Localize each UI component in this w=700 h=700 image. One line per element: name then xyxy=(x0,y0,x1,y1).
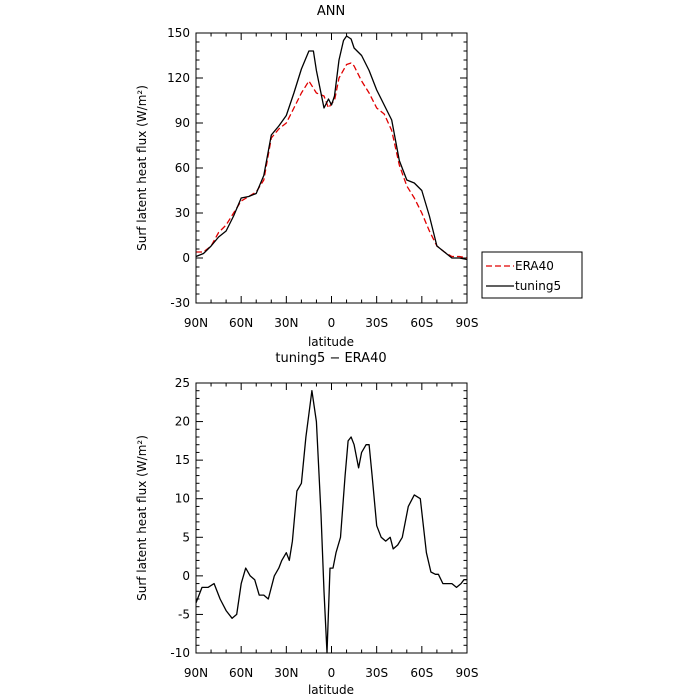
bottom-chart-plot-frame xyxy=(195,382,468,654)
top-x-tick-label: 90S xyxy=(456,316,479,330)
bottom-y-tick-label: -5 xyxy=(178,607,190,621)
top-x-tick-label: 90N xyxy=(184,316,208,330)
bottom-series-difference-line xyxy=(195,390,467,654)
top-x-tick-label: 30S xyxy=(365,316,388,330)
bottom-y-tick-label: 25 xyxy=(175,376,190,390)
top-y-tick-label: 120 xyxy=(167,71,190,85)
top-series-tuning5-line xyxy=(195,35,468,261)
bottom-chart-panel: tuning5 − ERA40 Surf latent heat flux (W… xyxy=(135,351,478,697)
top-x-tick-label: 60S xyxy=(410,316,433,330)
bottom-x-tick-label: 60S xyxy=(410,666,433,680)
legend-box xyxy=(481,251,583,299)
bottom-chart-title: tuning5 − ERA40 xyxy=(275,351,386,366)
bottom-x-tick-label: 30S xyxy=(365,666,388,680)
top-chart-plot-frame xyxy=(195,32,468,304)
top-chart-ticks: -30 0 30 60 90 120 150 90N 60N 30N 0 30S 60S 90S xyxy=(167,26,478,330)
bottom-y-tick-label: -10 xyxy=(170,646,190,660)
top-chart-y-axis-label: Surf latent heat flux (W/m²) xyxy=(135,85,149,251)
legend: ERA40 tuning5 xyxy=(481,251,583,299)
bottom-x-tick-label: 90N xyxy=(184,666,208,680)
top-chart-x-axis-label: latitude xyxy=(308,335,354,349)
top-series-era40-line xyxy=(196,62,468,259)
top-x-tick-label: 0 xyxy=(328,316,336,330)
top-chart-title: ANN xyxy=(317,4,345,19)
top-y-tick-label: 60 xyxy=(175,161,190,175)
bottom-chart-ticks: -10 -5 0 5 10 15 20 25 90N 60N 30N 0 30S 60S 90S xyxy=(170,376,478,680)
legend-label-tuning5: tuning5 xyxy=(515,279,561,293)
top-x-tick-label: 30N xyxy=(274,316,298,330)
bottom-x-tick-label: 60N xyxy=(229,666,253,680)
top-y-tick-label: 150 xyxy=(167,26,190,40)
top-y-tick-label: 0 xyxy=(182,251,190,265)
bottom-x-tick-label: 30N xyxy=(274,666,298,680)
legend-label-era40: ERA40 xyxy=(515,259,554,273)
top-chart-series xyxy=(195,35,468,261)
bottom-y-tick-label: 10 xyxy=(175,492,190,506)
top-y-tick-label: -30 xyxy=(170,296,190,310)
bottom-y-tick-label: 20 xyxy=(175,415,190,429)
top-chart-panel: ANN Surf latent heat flux (W/m²) latitud… xyxy=(135,4,478,349)
top-y-tick-label: 90 xyxy=(175,116,190,130)
top-x-tick-label: 60N xyxy=(229,316,253,330)
bottom-y-tick-label: 5 xyxy=(182,530,190,544)
bottom-x-tick-label: 0 xyxy=(328,666,336,680)
bottom-chart-y-axis-label: Surf latent heat flux (W/m²) xyxy=(135,435,149,601)
bottom-chart-series xyxy=(195,390,467,654)
bottom-y-tick-label: 0 xyxy=(182,569,190,583)
bottom-chart-x-axis-label: latitude xyxy=(308,683,354,697)
bottom-y-tick-label: 15 xyxy=(175,453,190,467)
top-y-tick-label: 30 xyxy=(175,206,190,220)
bottom-x-tick-label: 90S xyxy=(456,666,479,680)
